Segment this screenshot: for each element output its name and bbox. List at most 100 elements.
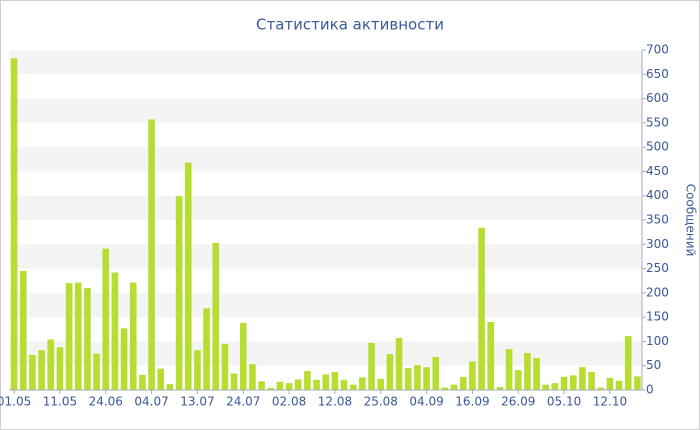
- bar: [551, 383, 559, 390]
- bar: [129, 282, 137, 390]
- bar: [157, 368, 165, 390]
- bar: [19, 271, 27, 390]
- y-axis-label: Сообщений: [684, 184, 698, 257]
- y-tick-label: 200: [646, 285, 669, 299]
- x-tick-label: 12.10: [593, 395, 627, 409]
- bar: [93, 353, 100, 390]
- bar: [203, 308, 210, 390]
- bar: [377, 378, 385, 390]
- bar: [148, 119, 155, 390]
- y-tick-label: 50: [646, 358, 661, 372]
- y-tick-label: 0: [646, 383, 654, 397]
- bar: [184, 162, 192, 390]
- bar: [395, 338, 403, 390]
- bar: [120, 328, 128, 390]
- bar: [432, 356, 440, 390]
- grid-band: [9, 147, 642, 172]
- chart-title: Статистика активности: [256, 16, 444, 34]
- bar: [166, 384, 174, 390]
- grid-band: [9, 98, 642, 123]
- bar: [194, 350, 201, 390]
- bar: [542, 384, 550, 390]
- y-tick-label: 250: [646, 261, 669, 275]
- y-tick-label: 400: [646, 188, 669, 202]
- bar: [331, 372, 339, 390]
- bar: [340, 379, 348, 390]
- bar: [404, 368, 412, 390]
- y-tick-label: 300: [646, 237, 669, 251]
- bar: [349, 384, 357, 390]
- x-tick-label: 24.07: [226, 395, 260, 409]
- y-tick-label: 150: [646, 310, 669, 324]
- bar: [478, 227, 485, 390]
- bar: [414, 365, 421, 390]
- bar: [74, 282, 82, 390]
- bar: [221, 343, 229, 390]
- grid-band: [9, 244, 642, 269]
- bar: [579, 367, 586, 390]
- bar: [606, 377, 614, 390]
- bar: [267, 388, 275, 390]
- y-tick-label: 450: [646, 164, 669, 178]
- bar: [230, 373, 238, 390]
- bar: [368, 342, 375, 390]
- x-tick-label: 16.09: [455, 395, 489, 409]
- bar: [102, 248, 110, 390]
- y-tick-label: 600: [646, 91, 669, 105]
- x-tick-label: 11.05: [43, 395, 77, 409]
- y-tick-label: 350: [646, 213, 669, 227]
- bar: [276, 381, 284, 390]
- x-tick-label: 04.09: [409, 395, 443, 409]
- bar: [313, 379, 320, 390]
- bar: [423, 367, 430, 390]
- bar: [258, 381, 265, 390]
- x-tick-label: 25.08: [364, 395, 398, 409]
- x-tick-label: 13.07: [180, 395, 214, 409]
- bar: [524, 353, 531, 390]
- y-tick-label: 650: [646, 67, 669, 81]
- x-tick-label: 24.06: [89, 395, 123, 409]
- bar: [624, 336, 632, 390]
- bar: [615, 380, 623, 390]
- x-tick-label: 26.09: [501, 395, 535, 409]
- bar: [239, 322, 247, 390]
- bar: [597, 387, 605, 390]
- bar: [386, 354, 394, 390]
- bar: [469, 361, 476, 390]
- y-tick-label: 100: [646, 334, 669, 348]
- y-tick-label: 550: [646, 115, 669, 129]
- bar: [175, 196, 183, 390]
- y-tick-label: 500: [646, 140, 669, 154]
- bar: [560, 376, 568, 390]
- bar: [56, 347, 64, 390]
- bar: [634, 376, 641, 390]
- bar: [47, 339, 55, 390]
- bar: [441, 387, 449, 390]
- bar: [304, 371, 311, 390]
- x-tick-label: 04.07: [134, 395, 168, 409]
- x-tick-label: 02.08: [272, 395, 306, 409]
- bar: [450, 384, 458, 390]
- bar: [111, 272, 119, 390]
- bar: [84, 288, 91, 390]
- bar: [514, 370, 522, 390]
- bar: [496, 387, 504, 390]
- grid-band: [9, 195, 642, 220]
- bar: [505, 349, 513, 390]
- bar: [569, 375, 577, 390]
- bar: [487, 322, 495, 390]
- bar: [212, 242, 220, 390]
- bar: [285, 383, 293, 390]
- bar: [65, 283, 73, 390]
- bar: [10, 58, 18, 390]
- y-tick-label: 700: [646, 43, 669, 57]
- x-tick-label: 01.05: [0, 395, 31, 409]
- bar: [38, 350, 45, 390]
- bar: [322, 374, 330, 390]
- x-tick-label: 05.10: [547, 395, 581, 409]
- bar: [249, 364, 256, 390]
- bar: [588, 372, 595, 390]
- bar: [533, 357, 540, 390]
- x-tick-label: 12.08: [318, 395, 352, 409]
